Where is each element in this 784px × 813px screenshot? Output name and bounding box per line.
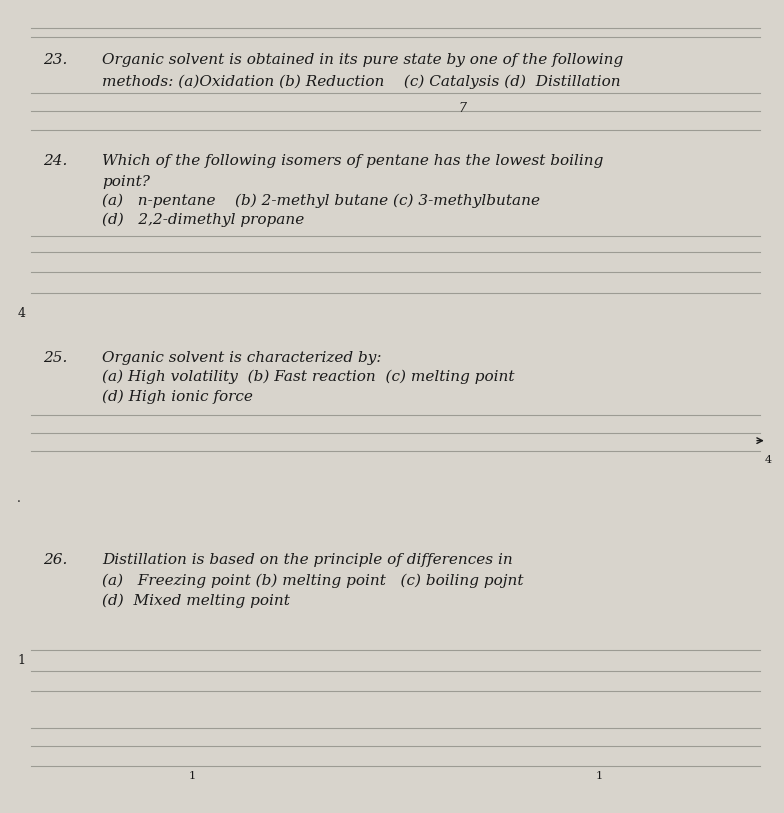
Text: (d)  Mixed melting point: (d) Mixed melting point <box>102 593 290 608</box>
Text: 1: 1 <box>596 771 603 780</box>
Text: 1: 1 <box>188 771 195 780</box>
Text: 25.: 25. <box>43 351 67 365</box>
Text: Distillation is based on the principle of differences in: Distillation is based on the principle o… <box>102 553 513 567</box>
Text: (a) High volatility  (b) Fast reaction  (c) melting point: (a) High volatility (b) Fast reaction (c… <box>102 370 514 385</box>
Text: 1: 1 <box>17 654 25 667</box>
Text: 4: 4 <box>17 307 25 320</box>
Text: 24.: 24. <box>43 154 67 168</box>
Text: (a)   n-pentane    (b) 2-methyl butane (c) 3-methylbutane: (a) n-pentane (b) 2-methyl butane (c) 3-… <box>102 193 540 208</box>
Text: Which of the following isomers of pentane has the lowest boiling: Which of the following isomers of pentan… <box>102 154 604 168</box>
Text: Organic solvent is obtained in its pure state by one of the following: Organic solvent is obtained in its pure … <box>102 53 623 67</box>
Text: 7: 7 <box>459 102 466 115</box>
Text: point?: point? <box>102 175 150 189</box>
Text: 4: 4 <box>764 455 771 465</box>
Text: .: . <box>17 492 21 505</box>
Text: Organic solvent is characterized by:: Organic solvent is characterized by: <box>102 351 382 365</box>
Text: 26.: 26. <box>43 553 67 567</box>
Text: 23.: 23. <box>43 53 67 67</box>
Text: (a)   Freezing point (b) melting point   (c) boiling pojnt: (a) Freezing point (b) melting point (c)… <box>102 573 524 588</box>
Text: (d) High ionic force: (d) High ionic force <box>102 389 252 404</box>
Text: methods: (a)Oxidation (b) Reduction    (c) Catalysis (d)  Distillation: methods: (a)Oxidation (b) Reduction (c) … <box>102 75 621 89</box>
Text: (d)   2,2-dimethyl propane: (d) 2,2-dimethyl propane <box>102 213 304 228</box>
